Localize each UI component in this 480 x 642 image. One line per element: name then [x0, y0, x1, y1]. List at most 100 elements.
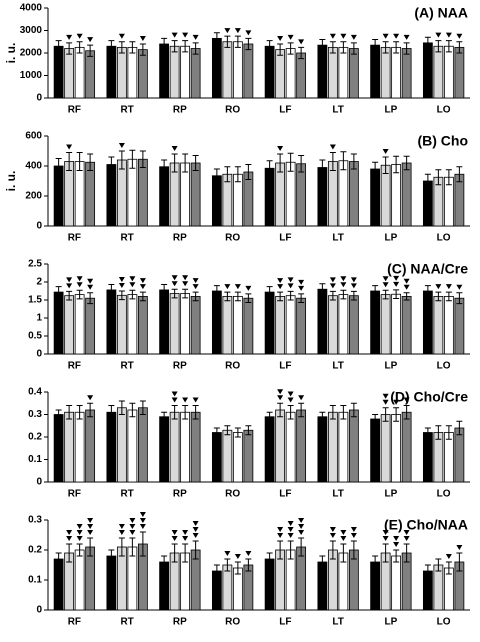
- error-bar: [403, 543, 410, 563]
- bar: [211, 432, 222, 483]
- error-bar: [287, 540, 294, 560]
- significance-marker: [287, 277, 294, 283]
- error-bar: [340, 289, 347, 300]
- error-bar: [266, 411, 273, 422]
- chart-title: (A) NAA: [414, 5, 468, 21]
- bar: [338, 160, 349, 227]
- significance-marker: [192, 521, 199, 526]
- chart-title: (C) NAA/Cre: [387, 261, 468, 277]
- error-bar: [277, 291, 284, 302]
- x-tick-label: RP: [173, 617, 187, 628]
- bar: [264, 558, 275, 611]
- bar: [391, 555, 402, 611]
- bar: [285, 411, 296, 483]
- bar: [380, 164, 391, 227]
- y-tick-label: 0.4: [28, 387, 42, 398]
- bar: [159, 561, 170, 611]
- y-tick-label: 1.5: [28, 295, 42, 306]
- significance-marker: [224, 284, 231, 290]
- significance-marker: [171, 391, 178, 397]
- error-bar: [287, 290, 294, 301]
- significance-marker: [340, 276, 347, 282]
- y-tick-label: 0.2: [28, 432, 42, 443]
- significance-marker: [118, 524, 125, 529]
- significance-marker: [329, 283, 336, 289]
- error-bar: [393, 289, 400, 300]
- error-bar: [55, 40, 62, 53]
- significance-marker: [445, 32, 452, 38]
- bar: [422, 290, 433, 355]
- bar: [137, 158, 148, 227]
- error-bar: [129, 537, 136, 557]
- error-bar: [66, 152, 73, 171]
- error-bar: [350, 42, 357, 55]
- error-bar: [171, 405, 178, 420]
- significance-marker: [66, 530, 73, 535]
- significance-marker: [277, 278, 284, 284]
- significance-marker: [139, 524, 146, 529]
- significance-marker: [382, 530, 389, 535]
- bar: [338, 294, 349, 355]
- error-bar: [403, 42, 410, 55]
- bar: [64, 48, 75, 99]
- bar: [348, 48, 359, 99]
- error-bar: [319, 283, 326, 296]
- error-bar: [298, 46, 305, 60]
- bar: [433, 295, 444, 355]
- bar: [401, 162, 412, 227]
- bar: [53, 165, 64, 227]
- bar: [74, 549, 85, 611]
- bar: [243, 429, 254, 483]
- error-bar: [129, 149, 136, 169]
- error-bar: [66, 543, 73, 563]
- bar: [127, 158, 138, 227]
- significance-marker: [456, 284, 463, 290]
- significance-marker: [118, 530, 125, 535]
- significance-marker: [139, 278, 146, 284]
- bar: [370, 168, 381, 227]
- significance-marker: [76, 276, 83, 282]
- error-bar: [161, 37, 168, 51]
- error-bar: [118, 290, 125, 301]
- significance-marker: [87, 37, 94, 43]
- y-tick-label: 0.5: [28, 331, 42, 342]
- error-bar: [456, 420, 463, 436]
- bar: [190, 295, 201, 355]
- y-tick-label: 0.2: [28, 545, 42, 556]
- significance-marker: [329, 144, 336, 150]
- y-tick-label: 1: [36, 313, 42, 324]
- error-bar: [382, 289, 389, 300]
- significance-marker: [350, 283, 357, 289]
- error-bar: [319, 39, 326, 52]
- y-tick-label: 0.1: [28, 575, 42, 586]
- significance-marker: [340, 536, 347, 541]
- significance-marker: [329, 527, 336, 532]
- significance-marker: [234, 28, 241, 34]
- error-bar: [403, 405, 410, 420]
- significance-marker: [298, 39, 305, 45]
- x-tick-label: RO: [225, 105, 240, 116]
- bar: [127, 46, 138, 99]
- error-bar: [108, 405, 115, 420]
- error-bar: [182, 153, 189, 173]
- bar: [380, 46, 391, 99]
- error-bar: [108, 156, 115, 173]
- error-bar: [277, 402, 284, 418]
- error-bar: [329, 290, 336, 301]
- significance-marker: [129, 282, 136, 288]
- y-tick-label: 0.1: [28, 454, 42, 465]
- bar: [74, 161, 85, 227]
- error-bar: [329, 540, 336, 560]
- error-bar: [435, 40, 442, 53]
- error-bar: [224, 166, 231, 183]
- bar: [222, 295, 233, 355]
- error-bar: [445, 425, 452, 440]
- error-bar: [118, 400, 125, 415]
- bar: [64, 411, 75, 483]
- significance-marker: [118, 277, 125, 282]
- bar: [53, 45, 64, 99]
- x-tick-label: LP: [384, 105, 397, 116]
- significance-marker: [118, 143, 125, 148]
- x-tick-label: RT: [120, 617, 133, 628]
- error-bar: [372, 285, 379, 297]
